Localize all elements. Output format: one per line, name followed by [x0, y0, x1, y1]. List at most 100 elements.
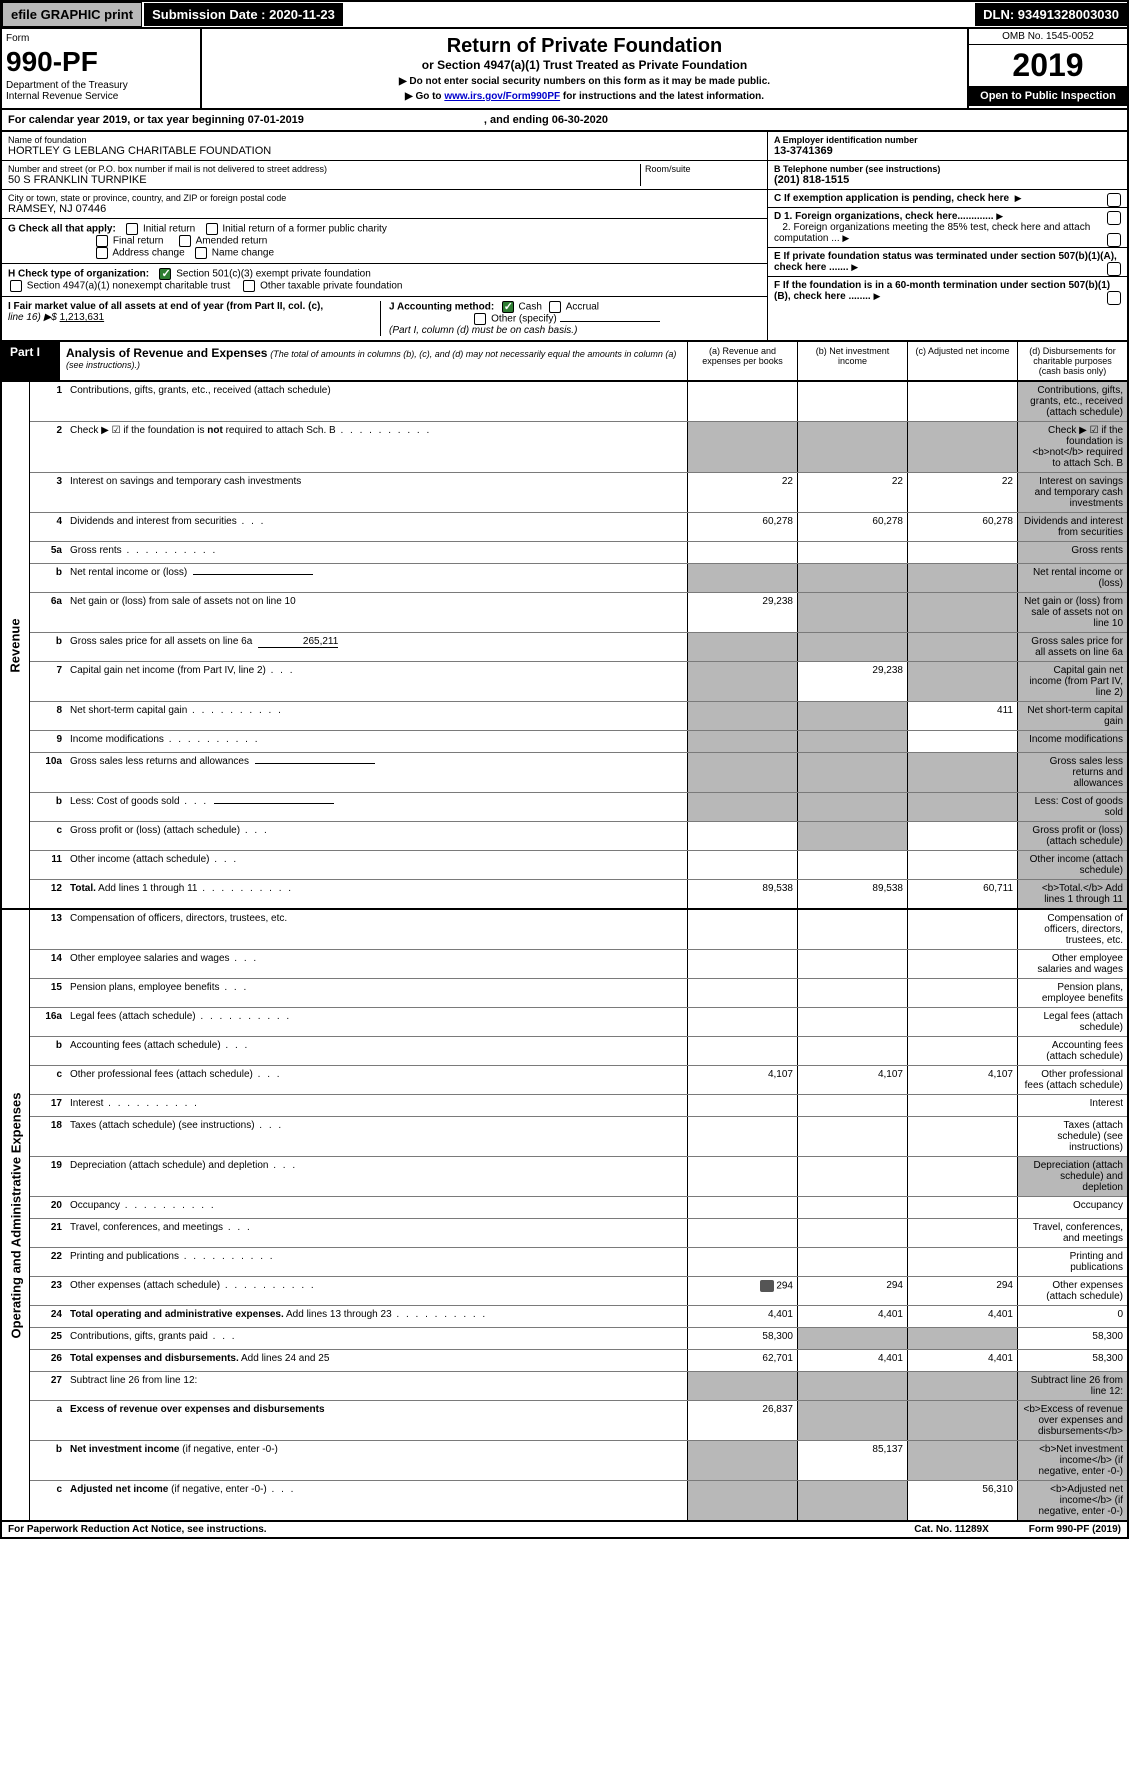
cell-d: Check ▶ ☑ if the foundation is <b>not</b…: [1017, 422, 1127, 472]
row-number: 14: [30, 950, 66, 978]
table-row: 7Capital gain net income (from Part IV, …: [30, 662, 1127, 702]
cell-c: [907, 822, 1017, 850]
row-description: Capital gain net income (from Part IV, l…: [66, 662, 687, 701]
address-value: 50 S FRANKLIN TURNPIKE: [8, 174, 640, 186]
cell-b: [797, 851, 907, 879]
cell-d: Accounting fees (attach schedule): [1017, 1037, 1127, 1065]
cell-b: [797, 731, 907, 752]
cell-a: [687, 1008, 797, 1036]
accrual-checkbox[interactable]: [549, 301, 561, 313]
room-label: Room/suite: [645, 164, 761, 174]
cell-b: [797, 1037, 907, 1065]
row-number: b: [30, 1037, 66, 1065]
row-description: Gross rents: [66, 542, 687, 563]
row-number: 24: [30, 1306, 66, 1327]
other-taxable-checkbox[interactable]: [243, 280, 255, 292]
amended-checkbox[interactable]: [179, 235, 191, 247]
cell-b: [797, 702, 907, 730]
col-a-header: (a) Revenue and expenses per books: [687, 342, 797, 380]
table-row: 18Taxes (attach schedule) (see instructi…: [30, 1117, 1127, 1157]
other-method-checkbox[interactable]: [474, 313, 486, 325]
cell-d: Taxes (attach schedule) (see instruction…: [1017, 1117, 1127, 1156]
cell-c: [907, 1372, 1017, 1400]
cell-a: 26,837: [687, 1401, 797, 1440]
501c3-checkbox[interactable]: [159, 268, 171, 280]
table-row: bAccounting fees (attach schedule)Accoun…: [30, 1037, 1127, 1066]
g-initial: Initial return: [143, 224, 195, 235]
row-number: c: [30, 1481, 66, 1520]
row-description: Other professional fees (attach schedule…: [66, 1066, 687, 1094]
h-check-row: H Check type of organization: Section 50…: [2, 264, 767, 297]
e-checkbox[interactable]: [1107, 262, 1121, 276]
cell-a: [687, 753, 797, 792]
cell-a: 4,107: [687, 1066, 797, 1094]
table-row: cOther professional fees (attach schedul…: [30, 1066, 1127, 1095]
address-change-checkbox[interactable]: [96, 247, 108, 259]
attachment-icon[interactable]: [760, 1280, 774, 1292]
arrow-icon: [873, 291, 880, 302]
4947-checkbox[interactable]: [10, 280, 22, 292]
cell-c: [907, 1248, 1017, 1276]
row-description: Subtract line 26 from line 12:: [66, 1372, 687, 1400]
form-ref: Form 990-PF (2019): [1029, 1524, 1121, 1535]
cell-b: [797, 950, 907, 978]
note2-pre: ▶ Go to: [405, 91, 444, 102]
cell-d: Occupancy: [1017, 1197, 1127, 1218]
cell-d: 0: [1017, 1306, 1127, 1327]
expenses-label: Operating and Administrative Expenses: [8, 1092, 23, 1338]
cell-c: [907, 633, 1017, 661]
table-row: 20OccupancyOccupancy: [30, 1197, 1127, 1219]
table-row: 6aNet gain or (loss) from sale of assets…: [30, 593, 1127, 633]
cell-c: [907, 1008, 1017, 1036]
row-description: Less: Cost of goods sold: [66, 793, 687, 821]
c-label: C If exemption application is pending, c…: [774, 193, 1009, 204]
cell-b: 89,538: [797, 880, 907, 908]
f-checkbox[interactable]: [1107, 291, 1121, 305]
d1-checkbox[interactable]: [1107, 211, 1121, 225]
cell-d: Gross profit or (loss) (attach schedule): [1017, 822, 1127, 850]
cell-b: [797, 633, 907, 661]
row-description: Total operating and administrative expen…: [66, 1306, 687, 1327]
row-number: b: [30, 793, 66, 821]
c-checkbox[interactable]: [1107, 193, 1121, 207]
row-description: Dividends and interest from securities: [66, 513, 687, 541]
cell-c: [907, 662, 1017, 701]
g-label: G Check all that apply:: [8, 224, 116, 235]
cell-a: [687, 1095, 797, 1116]
efile-print-button[interactable]: efile GRAPHIC print: [2, 2, 142, 27]
row-number: 16a: [30, 1008, 66, 1036]
cell-c: [907, 1328, 1017, 1349]
cell-b: [797, 793, 907, 821]
name-change-checkbox[interactable]: [195, 247, 207, 259]
cell-c: 294: [907, 1277, 1017, 1305]
cash-checkbox[interactable]: [502, 301, 514, 313]
cell-a: 58,300: [687, 1328, 797, 1349]
i-label: I Fair market value of all assets at end…: [8, 301, 323, 312]
row-number: 7: [30, 662, 66, 701]
g-final: Final return: [113, 236, 164, 247]
row-number: 4: [30, 513, 66, 541]
row-description: Compensation of officers, directors, tru…: [66, 910, 687, 949]
irs-link[interactable]: www.irs.gov/Form990PF: [444, 91, 560, 102]
cell-a: [687, 822, 797, 850]
table-row: 16aLegal fees (attach schedule)Legal fee…: [30, 1008, 1127, 1037]
f-label: F If the foundation is in a 60-month ter…: [774, 280, 1110, 302]
initial-former-checkbox[interactable]: [206, 223, 218, 235]
table-row: 8Net short-term capital gain411Net short…: [30, 702, 1127, 731]
cell-c: 56,310: [907, 1481, 1017, 1520]
initial-checkbox[interactable]: [126, 223, 138, 235]
fmv-value: 1,213,631: [60, 312, 105, 323]
revenue-table: Revenue 1Contributions, gifts, grants, e…: [0, 382, 1129, 910]
cell-d: Income modifications: [1017, 731, 1127, 752]
city-value: RAMSEY, NJ 07446: [8, 203, 761, 215]
table-row: 15Pension plans, employee benefitsPensio…: [30, 979, 1127, 1008]
d2-checkbox[interactable]: [1107, 233, 1121, 247]
table-row: 10aGross sales less returns and allowanc…: [30, 753, 1127, 793]
revenue-label: Revenue: [8, 618, 23, 672]
row-description: Net short-term capital gain: [66, 702, 687, 730]
cell-d: Less: Cost of goods sold: [1017, 793, 1127, 821]
table-row: 14Other employee salaries and wagesOther…: [30, 950, 1127, 979]
final-checkbox[interactable]: [96, 235, 108, 247]
table-row: cAdjusted net income (if negative, enter…: [30, 1481, 1127, 1520]
ein-value: 13-3741369: [774, 145, 1121, 157]
